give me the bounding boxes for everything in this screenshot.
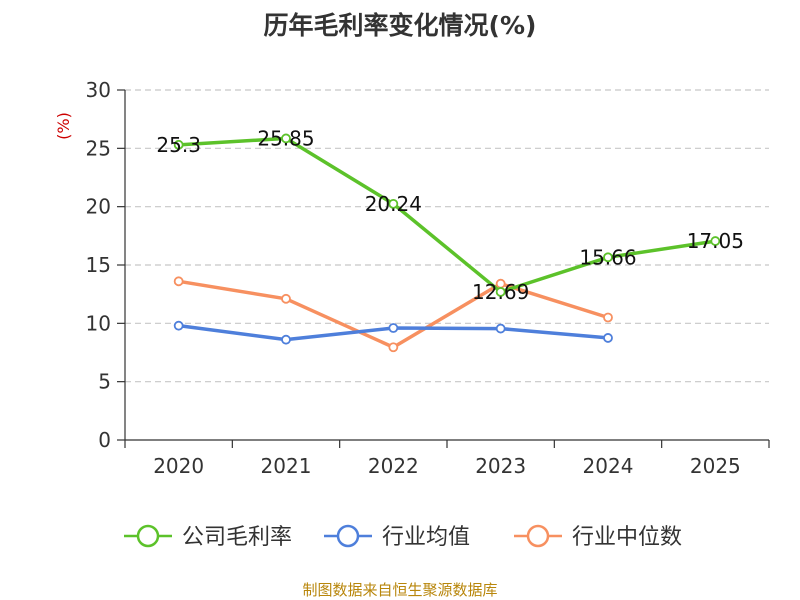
x-tick-label: 2025: [690, 454, 741, 478]
data-point: [603, 312, 613, 323]
x-tick-label: 2021: [261, 454, 312, 478]
source-footer: 制图数据来自恒生聚源数据库: [302, 581, 498, 599]
data-point: [603, 333, 613, 343]
data-point: [173, 276, 184, 287]
data-point: [388, 342, 399, 353]
data-label: 20.24: [365, 192, 422, 216]
data-labels: 25.3 25.85 20.24 12.69 15.66 17.05: [156, 126, 744, 304]
y-axis-label: (%): [54, 112, 73, 140]
x-tick-label: 2024: [583, 454, 634, 478]
chart-title: 历年毛利率变化情况(%): [263, 11, 537, 40]
x-tick-label: 2022: [368, 454, 419, 478]
legend-marker: [526, 524, 550, 548]
y-tick-label: 10: [86, 311, 111, 335]
data-point: [495, 287, 506, 297]
y-tick-label: 0: [98, 428, 111, 452]
data-label: 15.66: [579, 245, 636, 269]
series-line-2: [178, 279, 609, 349]
data-point: [281, 133, 291, 144]
legend-label: 行业中位数: [572, 525, 682, 550]
data-point: [388, 198, 399, 209]
grid-lines: [125, 89, 769, 383]
data-point: [603, 252, 613, 263]
legend-marker: [336, 524, 360, 548]
data-point: [173, 139, 184, 150]
series-line-0: [178, 136, 716, 294]
y-tick-label: 15: [86, 253, 111, 277]
legend-label: 行业均值: [382, 525, 470, 550]
series: [173, 133, 721, 353]
data-point: [281, 293, 291, 304]
x-tick-label: 2023: [475, 454, 526, 478]
data-label: 12.69: [472, 280, 529, 304]
y-tick-label: 30: [86, 78, 111, 102]
data-point: [173, 320, 184, 331]
data-point: [495, 323, 506, 334]
data-point: [388, 323, 399, 333]
data-point: [281, 334, 291, 345]
y-tick-label: 25: [86, 136, 111, 160]
x-tick-label: 2020: [153, 454, 204, 478]
data-label: 25.85: [257, 126, 314, 150]
data-label: 25.3: [156, 133, 201, 157]
y-tick-label: 5: [98, 370, 111, 394]
legend-marker: [136, 524, 160, 548]
data-label: 17.05: [687, 229, 744, 253]
data-point: [710, 236, 721, 246]
y-tick-label: 20: [86, 195, 111, 219]
legend: 公司毛利率 行业均值 行业中位数: [124, 524, 682, 550]
legend-label: 公司毛利率: [182, 525, 292, 550]
